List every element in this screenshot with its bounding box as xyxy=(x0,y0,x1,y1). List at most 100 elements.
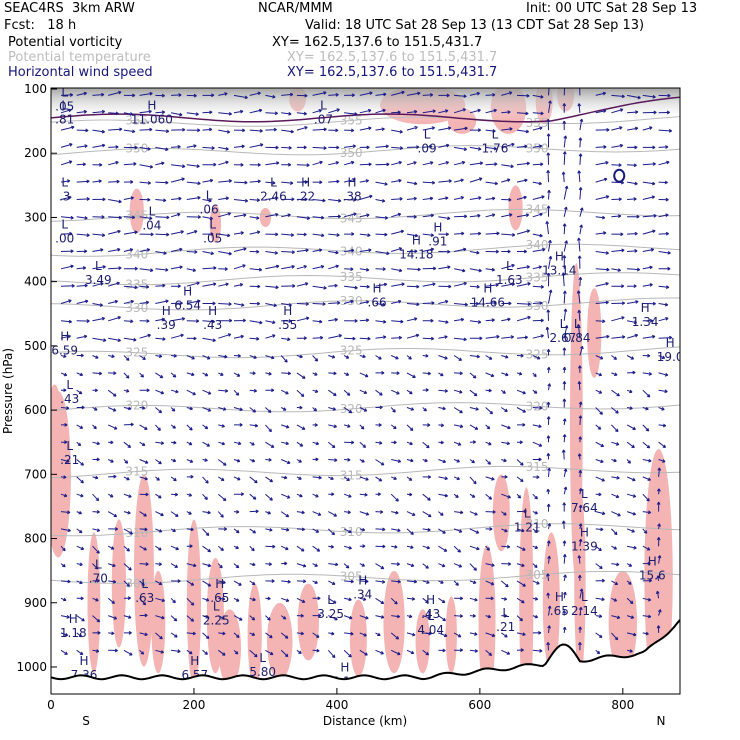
wind-vector xyxy=(642,265,653,270)
wind-vector xyxy=(657,609,662,616)
wind-vector xyxy=(139,492,149,497)
wind-vector xyxy=(611,458,617,463)
wind-vector xyxy=(501,213,513,218)
wind-vector xyxy=(296,631,304,636)
wind-vector xyxy=(76,128,89,133)
wind-vector xyxy=(391,229,405,235)
wind-vector xyxy=(611,528,618,536)
wind-vector xyxy=(422,423,431,427)
wind-vector xyxy=(171,301,183,306)
wind-vector xyxy=(516,161,530,166)
wind-vector xyxy=(281,284,296,288)
wind-vector xyxy=(92,388,98,393)
wind-vector xyxy=(170,511,179,517)
wind-vector xyxy=(296,145,307,150)
wind-vector xyxy=(296,459,302,463)
wind-vector xyxy=(469,476,477,485)
wind-vector xyxy=(501,613,508,618)
extrema-value-37: .65 xyxy=(210,591,229,605)
wind-vector xyxy=(626,355,635,360)
wind-vector xyxy=(202,528,210,536)
wind-vector xyxy=(391,562,400,566)
wind-vector xyxy=(123,563,132,571)
wind-vector xyxy=(469,146,482,151)
wind-vector xyxy=(469,177,483,183)
wind-vector xyxy=(406,181,418,186)
wind-vector xyxy=(107,545,115,550)
theta-label: 340 xyxy=(125,248,148,262)
wind-vector xyxy=(406,632,416,637)
wind-vector xyxy=(532,247,546,252)
wind-vector xyxy=(312,613,322,618)
extrema-type-50: L xyxy=(259,651,266,665)
extrema-type-19: H xyxy=(183,285,192,299)
wind-vector xyxy=(658,406,665,411)
wind-vector xyxy=(76,179,90,184)
wind-vector xyxy=(76,162,86,167)
wind-vector xyxy=(391,129,403,134)
wind-vector xyxy=(578,415,583,425)
wind-vector xyxy=(281,264,295,270)
extrema-value-8: .38 xyxy=(343,190,362,204)
wind-vector xyxy=(359,492,368,497)
wind-vector xyxy=(123,630,132,635)
wind-vector xyxy=(155,129,170,134)
wind-vector xyxy=(92,109,106,114)
wind-vector xyxy=(60,354,67,358)
wind-vector xyxy=(60,283,75,288)
wind-vector xyxy=(438,545,448,552)
wind-vector xyxy=(375,335,387,339)
x-tick-label: 400 xyxy=(325,698,348,712)
wind-vector xyxy=(139,333,151,339)
wind-vector xyxy=(343,407,353,414)
wind-vector xyxy=(76,353,84,358)
wind-vector xyxy=(296,424,306,430)
closed-contour xyxy=(613,168,626,183)
wind-vector xyxy=(123,422,134,427)
wind-vector-layer xyxy=(60,88,673,659)
wind-vector xyxy=(312,563,318,567)
wind-vector xyxy=(171,164,186,169)
wind-vector xyxy=(516,229,531,235)
wind-vector xyxy=(296,527,306,532)
wind-vector xyxy=(60,319,72,324)
wind-vector xyxy=(249,249,260,254)
wind-vector xyxy=(611,441,620,446)
wind-vector xyxy=(438,580,444,584)
wind-vector xyxy=(656,537,661,547)
wind-vector xyxy=(454,614,463,618)
wind-vector xyxy=(516,144,528,149)
wind-vector xyxy=(359,544,366,549)
wind-vector xyxy=(422,458,428,463)
wind-vector xyxy=(658,145,669,149)
wind-vector xyxy=(249,108,263,114)
wind-vector xyxy=(595,389,603,394)
wind-vector xyxy=(202,597,210,602)
wind-vector xyxy=(516,129,530,134)
wind-vector xyxy=(155,493,162,499)
wind-vector xyxy=(186,527,194,532)
wind-vector xyxy=(438,196,449,200)
wind-vector xyxy=(328,198,342,203)
wind-vector xyxy=(501,317,511,322)
wind-vector xyxy=(561,272,566,287)
wind-vector xyxy=(296,563,307,568)
wind-vector xyxy=(108,474,117,479)
wind-vector xyxy=(578,276,583,287)
wind-vector xyxy=(501,249,511,254)
wind-vector xyxy=(485,372,495,378)
wind-vector xyxy=(139,424,148,430)
extrema-type-41: L xyxy=(581,590,588,604)
wind-vector xyxy=(406,317,418,322)
wind-vector xyxy=(578,153,583,165)
wind-vector xyxy=(76,109,87,114)
wind-vector xyxy=(453,178,464,183)
wind-vector xyxy=(469,372,477,379)
wind-vector xyxy=(438,632,448,638)
wind-vector xyxy=(296,476,302,480)
wind-vector xyxy=(328,283,338,288)
wind-vector xyxy=(343,178,356,183)
wind-vector xyxy=(108,281,120,287)
wind-vector xyxy=(453,563,463,568)
wind-vector xyxy=(422,282,436,287)
